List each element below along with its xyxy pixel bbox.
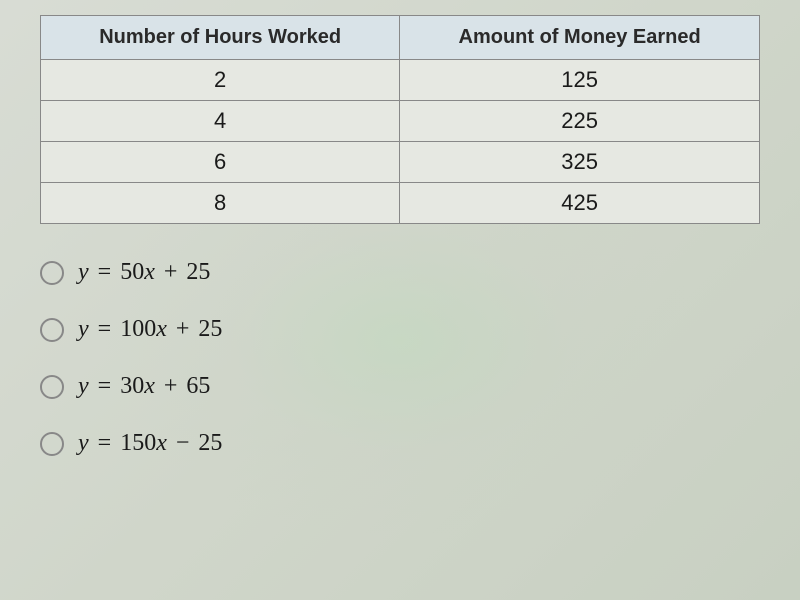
cell-hours: 4 [41, 101, 400, 142]
radio-icon [40, 261, 64, 285]
cell-money: 325 [400, 142, 760, 183]
data-table: Number of Hours Worked Amount of Money E… [40, 15, 760, 224]
equation-text: y = 30x + 65 [78, 373, 210, 400]
cell-hours: 6 [41, 142, 400, 183]
equation-text: y = 150x − 25 [78, 430, 222, 457]
radio-icon [40, 375, 64, 399]
cell-hours: 8 [41, 183, 400, 224]
col-header-money: Amount of Money Earned [400, 16, 760, 60]
table-row: 8 425 [41, 183, 760, 224]
cell-money: 225 [400, 101, 760, 142]
cell-money: 425 [400, 183, 760, 224]
equation-text: y = 50x + 25 [78, 259, 210, 286]
radio-icon [40, 318, 64, 342]
answer-options: y = 50x + 25 y = 100x + 25 y = 30x + 65 … [40, 259, 760, 457]
option-a[interactable]: y = 50x + 25 [40, 259, 760, 286]
option-d[interactable]: y = 150x − 25 [40, 430, 760, 457]
cell-hours: 2 [41, 60, 400, 101]
col-header-hours: Number of Hours Worked [41, 16, 400, 60]
equation-text: y = 100x + 25 [78, 316, 222, 343]
table-row: 2 125 [41, 60, 760, 101]
table-row: 4 225 [41, 101, 760, 142]
option-c[interactable]: y = 30x + 65 [40, 373, 760, 400]
cell-money: 125 [400, 60, 760, 101]
table-row: 6 325 [41, 142, 760, 183]
option-b[interactable]: y = 100x + 25 [40, 316, 760, 343]
radio-icon [40, 432, 64, 456]
